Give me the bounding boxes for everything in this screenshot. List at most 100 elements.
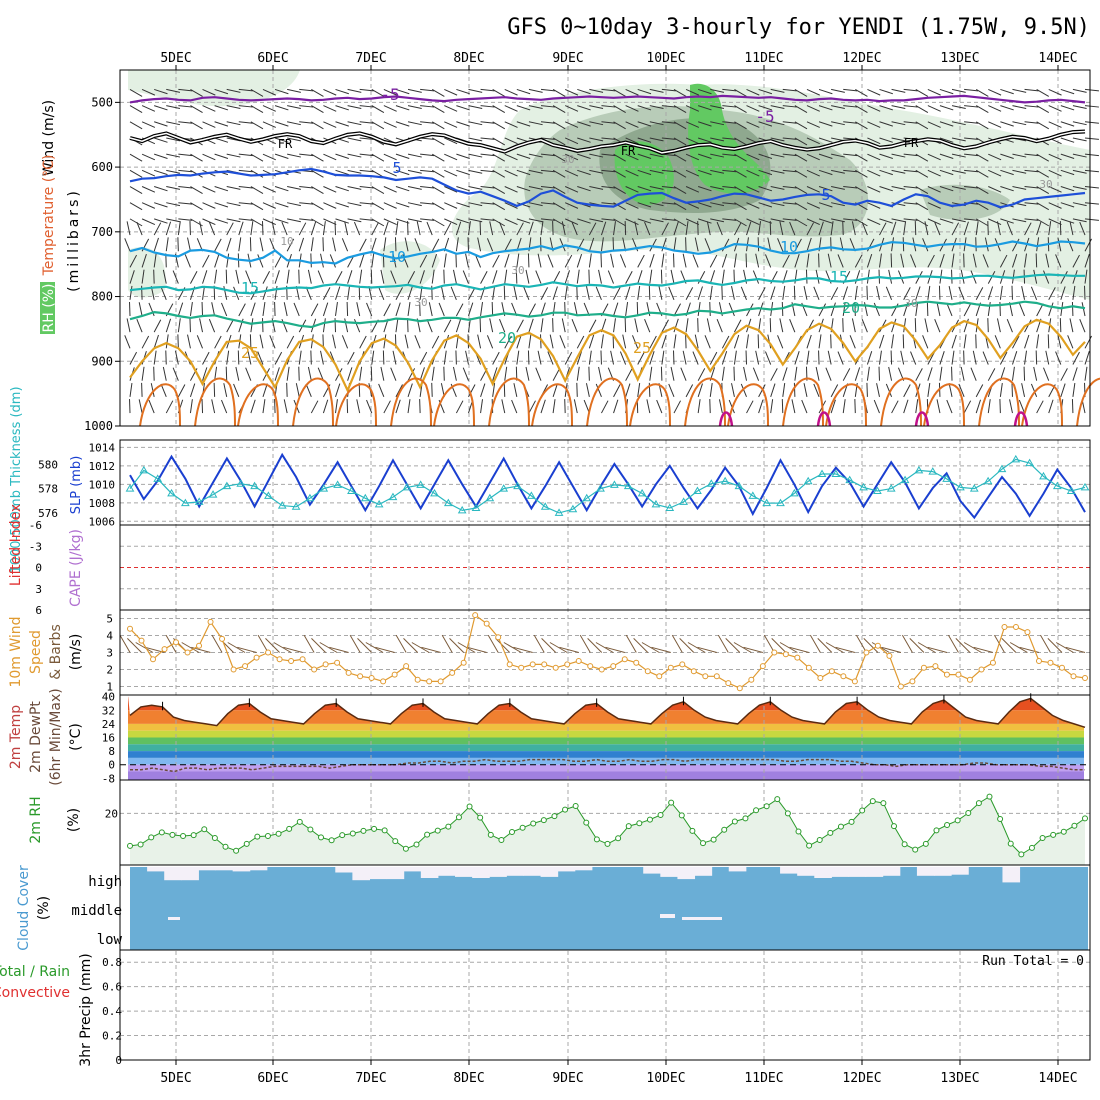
wind-barb: [189, 399, 193, 414]
wind10-barb: [1001, 638, 1017, 653]
wind-barb: [706, 221, 711, 236]
wind-barb: [540, 399, 546, 414]
wind-barb: [733, 319, 742, 333]
wind-barb: [891, 237, 895, 252]
wind-barb: [153, 334, 159, 349]
wind-barb: [588, 253, 592, 268]
wind-barb: [600, 334, 604, 349]
wind-barb: [383, 121, 397, 128]
rh2m-point: [127, 842, 133, 849]
wind-barb: [634, 221, 639, 236]
cloud-high-gap: [164, 867, 182, 881]
wind-barb: [867, 88, 881, 96]
wind-barb: [221, 302, 228, 317]
wind-barb: [444, 105, 458, 112]
wind10-barb: [349, 634, 361, 653]
contour-label: 20: [842, 299, 860, 317]
upper-ytick: 1000: [84, 419, 113, 433]
temp2m-label-a: 2m Temp: [8, 705, 24, 769]
wind-barb: [734, 137, 747, 146]
thickness-point: [347, 486, 356, 494]
cloud-high-gap: [472, 867, 490, 878]
rh2m-point: [572, 802, 579, 809]
wind-barb: [988, 153, 1002, 161]
wind-barb: [1072, 254, 1080, 268]
wind-barb: [831, 88, 845, 93]
cloud-high-gap: [147, 867, 165, 872]
wind-barb: [359, 121, 374, 124]
wind-barb: [223, 383, 228, 397]
wind-barb: [395, 88, 410, 95]
wind-barb: [274, 367, 280, 381]
wind-barb: [226, 202, 241, 207]
wind-barb: [528, 202, 543, 207]
wind-barb: [516, 350, 520, 365]
wind10-tick: 5: [106, 613, 113, 626]
contour-30: [1021, 383, 1063, 427]
wind-barb: [516, 105, 531, 111]
wind-barb: [1021, 285, 1026, 300]
cloud-high-gap: [181, 867, 199, 881]
wind10-barb: [135, 642, 154, 653]
wind-barb: [1048, 169, 1062, 177]
wind-barb: [673, 169, 687, 178]
wind-barb: [504, 238, 512, 252]
wind-barb: [250, 318, 254, 333]
wind-barb: [310, 221, 317, 236]
wind10-barb: [257, 634, 269, 653]
wind-barb: [141, 153, 156, 161]
wind10-barb: [1040, 634, 1051, 653]
rh2m-point: [922, 840, 929, 847]
wind-barb: [504, 253, 510, 268]
wind-barb: [746, 400, 754, 414]
wind10-point: [713, 673, 720, 680]
wind10-barb: [503, 642, 522, 653]
wind-barb: [903, 121, 918, 124]
wind-barb: [311, 169, 324, 178]
wind-barb: [335, 169, 349, 176]
wind10-point: [575, 658, 582, 664]
wind-barb: [1012, 186, 1027, 190]
wind10-barb: [809, 634, 821, 653]
wind-barb: [564, 105, 579, 112]
wind-barb: [214, 137, 229, 143]
wind-barb: [988, 121, 1002, 128]
wind-barb: [649, 169, 664, 174]
wind-barb: [347, 137, 362, 142]
wind-barb: [564, 137, 579, 145]
wind-barb: [625, 286, 631, 300]
wind-barb: [818, 218, 833, 224]
wind-barb: [178, 218, 193, 221]
wind-barb: [420, 202, 435, 205]
rh2m-point: [880, 800, 887, 807]
wind-barb: [262, 383, 268, 398]
date-label-bottom: 6DEC: [257, 1071, 288, 1086]
contour-35: [914, 411, 930, 427]
wind-barb: [625, 169, 639, 177]
wind-barb: [141, 121, 156, 128]
wind-barb: [564, 351, 573, 365]
wind-barb: [431, 335, 440, 349]
wind-barb: [758, 105, 773, 111]
wind-barb: [831, 169, 845, 174]
wind-barb: [431, 366, 435, 381]
contour-label: 30: [1039, 178, 1052, 191]
wind-barb: [721, 351, 728, 365]
wind-barb: [879, 169, 893, 176]
wind-barb: [202, 105, 216, 112]
wind-barb: [311, 153, 324, 162]
wind-barb: [891, 88, 906, 93]
wind10-point: [679, 661, 686, 668]
wind-barb: [613, 302, 619, 317]
wind-barb: [262, 286, 268, 300]
wind-barb: [335, 121, 349, 127]
contour-label: 10: [388, 248, 406, 266]
run-total: Run Total = 0: [982, 954, 1084, 969]
wind-barb: [221, 399, 228, 414]
wind10-point: [920, 664, 927, 671]
wind-barb: [178, 169, 193, 173]
wind-barb: [927, 169, 941, 177]
wind-barb: [936, 302, 941, 317]
rh2m-point: [1018, 851, 1025, 858]
